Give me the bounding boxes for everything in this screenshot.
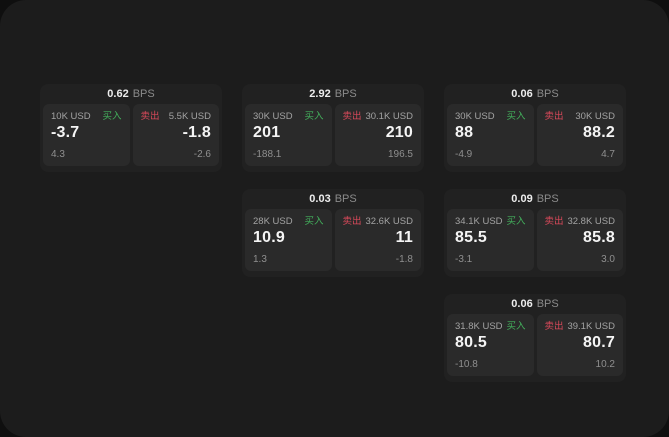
buy-side-label: 买入 [506,111,526,122]
sell-tile[interactable]: 卖出 5.5K USD -1.8 -2.6 [132,104,219,166]
sell-delta: -2.6 [193,149,211,160]
sell-side-label: 卖出 [544,216,564,227]
bps-header: 2.92 BPS [245,84,421,104]
bps-header: 0.09 BPS [447,189,623,209]
buy-tile[interactable]: 10K USD 买入 -3.7 4.3 [43,104,130,166]
bps-value: 0.09 [511,193,533,205]
buy-delta: -188.1 [253,149,282,160]
buy-tile[interactable]: 30K USD 买入 88 -4.9 [447,104,534,166]
sell-price: 88.2 [583,124,615,141]
sell-amount: 32.6K USD [365,216,413,227]
bps-value: 0.06 [511,88,533,100]
buy-price: -3.7 [51,124,80,141]
bps-value: 2.92 [309,88,331,100]
buy-side-label: 买入 [506,216,526,227]
buy-price: 80.5 [455,334,487,351]
buy-amount: 34.1K USD [455,216,503,227]
sell-tile[interactable]: 卖出 32.6K USD 11 -1.8 [334,209,421,271]
sell-side-label: 卖出 [342,111,362,122]
sell-price: -1.8 [182,124,211,141]
sell-tile[interactable]: 卖出 32.8K USD 85.8 3.0 [536,209,623,271]
bps-unit-label: BPS [334,193,357,205]
quote-card[interactable]: 0.03 BPS 28K USD 买入 10.9 1.3 卖出 32.6K US… [242,189,424,277]
quote-card[interactable]: 0.06 BPS 31.8K USD 买入 80.5 -10.8 卖出 39.1… [444,294,626,382]
sell-tile[interactable]: 卖出 39.1K USD 80.7 10.2 [536,314,623,376]
sell-amount: 32.8K USD [567,216,615,227]
sell-side-label: 卖出 [544,111,564,122]
buy-delta: -10.8 [455,359,478,370]
buy-delta: -3.1 [455,254,473,265]
buy-delta: 1.3 [253,254,267,265]
buy-tile[interactable]: 30K USD 买入 201 -188.1 [245,104,332,166]
buy-delta: -4.9 [455,149,473,160]
bps-value: 0.62 [107,88,129,100]
sell-side-label: 卖出 [342,216,362,227]
bps-unit-label: BPS [536,88,559,100]
buy-tile[interactable]: 34.1K USD 买入 85.5 -3.1 [447,209,534,271]
sell-delta: 3.0 [601,254,615,265]
bps-value: 0.03 [309,193,331,205]
sell-price: 85.8 [583,229,615,246]
bps-unit-label: BPS [536,298,559,310]
buy-side-label: 买入 [304,216,324,227]
sell-price: 80.7 [583,334,615,351]
sell-price: 11 [395,229,413,246]
quote-card[interactable]: 0.09 BPS 34.1K USD 买入 85.5 -3.1 卖出 32.8K… [444,189,626,277]
quote-card[interactable]: 2.92 BPS 30K USD 买入 201 -188.1 卖出 30.1K … [242,84,424,172]
sell-amount: 5.5K USD [168,111,211,122]
sell-tile[interactable]: 卖出 30K USD 88.2 4.7 [536,104,623,166]
sell-delta: -1.8 [395,254,413,265]
bps-header: 0.06 BPS [447,84,623,104]
bps-header: 0.03 BPS [245,189,421,209]
buy-tile[interactable]: 28K USD 买入 10.9 1.3 [245,209,332,271]
sell-delta: 10.2 [595,359,615,370]
buy-delta: 4.3 [51,149,65,160]
buy-side-label: 买入 [506,321,526,332]
bps-header: 0.06 BPS [447,294,623,314]
buy-price: 10.9 [253,229,285,246]
buy-amount: 30K USD [455,111,495,122]
buy-price: 85.5 [455,229,487,246]
sell-delta: 4.7 [601,149,615,160]
sell-side-label: 卖出 [140,111,160,122]
bps-unit-label: BPS [334,88,357,100]
buy-side-label: 买入 [304,111,324,122]
sell-tile[interactable]: 卖出 30.1K USD 210 196.5 [334,104,421,166]
sell-amount: 39.1K USD [567,321,615,332]
sell-amount: 30K USD [575,111,615,122]
bps-unit-label: BPS [536,193,559,205]
sell-price: 210 [385,124,413,141]
sell-side-label: 卖出 [544,321,564,332]
buy-price: 88 [455,124,474,141]
buy-side-label: 买入 [102,111,122,122]
buy-amount: 30K USD [253,111,293,122]
sell-delta: 196.5 [387,149,413,160]
sell-amount: 30.1K USD [365,111,413,122]
bps-unit-label: BPS [132,88,155,100]
buy-amount: 28K USD [253,216,293,227]
bps-value: 0.06 [511,298,533,310]
quote-card[interactable]: 0.62 BPS 10K USD 买入 -3.7 4.3 卖出 5.5K USD… [40,84,222,172]
buy-tile[interactable]: 31.8K USD 买入 80.5 -10.8 [447,314,534,376]
buy-price: 201 [253,124,281,141]
buy-amount: 10K USD [51,111,91,122]
buy-amount: 31.8K USD [455,321,503,332]
bps-header: 0.62 BPS [43,84,219,104]
quote-card[interactable]: 0.06 BPS 30K USD 买入 88 -4.9 卖出 30K USD 8… [444,84,626,172]
